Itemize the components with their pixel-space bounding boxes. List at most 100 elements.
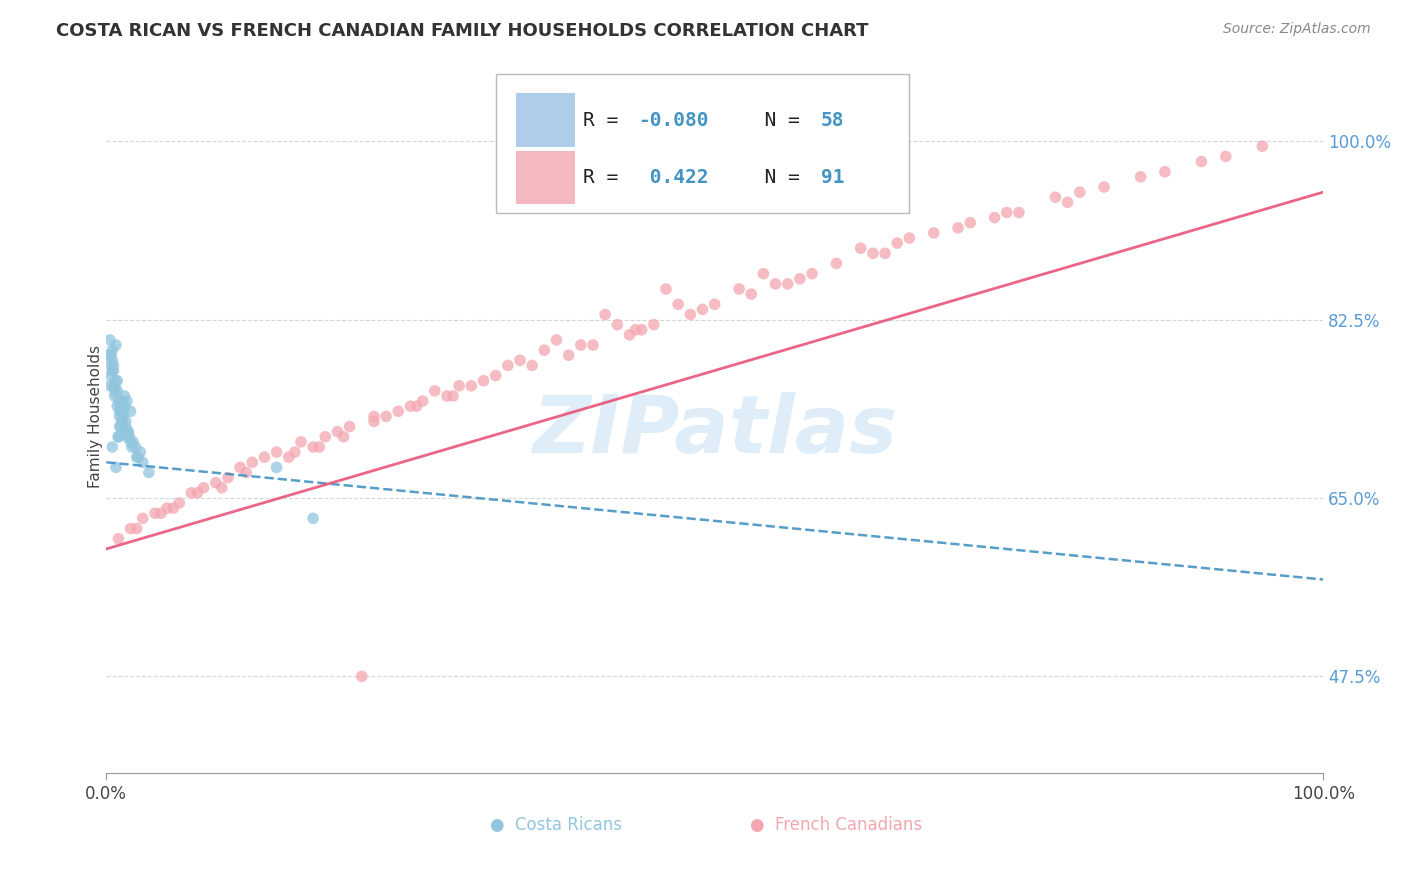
Point — [959, 216, 981, 230]
Point — [120, 522, 142, 536]
Text: -0.080: -0.080 — [638, 111, 709, 129]
Point — [127, 450, 149, 465]
Y-axis label: Family Households: Family Households — [87, 345, 103, 488]
Point — [97, 348, 120, 362]
Text: ●  Costa Ricans: ● Costa Ricans — [491, 816, 623, 834]
Point — [436, 389, 458, 403]
Point — [114, 399, 136, 413]
Point — [108, 404, 131, 418]
Point — [776, 277, 799, 291]
Point — [1251, 139, 1274, 153]
Point — [156, 501, 179, 516]
Point — [101, 353, 124, 368]
Point — [193, 481, 215, 495]
Point — [112, 404, 135, 418]
Point — [122, 434, 145, 449]
Point — [108, 409, 131, 424]
FancyBboxPatch shape — [496, 74, 910, 213]
Point — [1129, 169, 1152, 184]
Point — [112, 409, 135, 424]
Point — [217, 470, 239, 484]
Text: 0.422: 0.422 — [638, 168, 709, 186]
Point — [125, 450, 148, 465]
Point — [167, 496, 190, 510]
Point — [104, 374, 127, 388]
Point — [332, 430, 354, 444]
Text: ZIPatlas: ZIPatlas — [533, 392, 897, 470]
Point — [104, 338, 127, 352]
Point — [117, 425, 139, 439]
Point — [533, 343, 555, 358]
Point — [624, 323, 647, 337]
Point — [630, 323, 652, 337]
Point — [862, 246, 884, 260]
Point — [111, 394, 134, 409]
Point — [114, 389, 136, 403]
Point — [108, 419, 131, 434]
Point — [240, 455, 263, 469]
Point — [449, 379, 471, 393]
Point — [115, 394, 138, 409]
Point — [132, 455, 155, 469]
Point — [253, 450, 276, 465]
Point — [302, 511, 325, 525]
Point — [107, 430, 129, 444]
Point — [105, 384, 128, 398]
Point — [363, 409, 385, 424]
Point — [125, 522, 148, 536]
Text: R =: R = — [583, 168, 630, 186]
Point — [363, 415, 385, 429]
Text: Source: ZipAtlas.com: Source: ZipAtlas.com — [1223, 22, 1371, 37]
Point — [643, 318, 665, 332]
Point — [211, 481, 233, 495]
Point — [204, 475, 226, 490]
Point — [485, 368, 508, 383]
Point — [107, 430, 129, 444]
Point — [110, 419, 132, 434]
Point — [104, 389, 127, 403]
Point — [302, 440, 325, 454]
Point — [290, 434, 312, 449]
Point — [546, 333, 568, 347]
Point — [101, 343, 124, 358]
Point — [138, 466, 160, 480]
Point — [520, 359, 543, 373]
Point — [825, 256, 848, 270]
Point — [619, 327, 641, 342]
Point — [100, 359, 122, 373]
Point — [1056, 195, 1078, 210]
Point — [983, 211, 1005, 225]
Point — [593, 308, 616, 322]
Point — [405, 399, 427, 413]
Point — [801, 267, 824, 281]
Point — [509, 353, 531, 368]
Text: N =: N = — [741, 168, 811, 186]
Point — [692, 302, 714, 317]
Point — [114, 415, 136, 429]
Point — [132, 511, 155, 525]
Point — [110, 399, 132, 413]
Point — [789, 272, 811, 286]
Point — [582, 338, 605, 352]
Point — [765, 277, 787, 291]
Point — [107, 532, 129, 546]
Point — [1008, 205, 1031, 219]
Point — [105, 399, 128, 413]
FancyBboxPatch shape — [516, 151, 575, 204]
Point — [399, 399, 422, 413]
Point — [423, 384, 446, 398]
Point — [104, 379, 127, 393]
Point — [103, 363, 125, 377]
Point — [120, 434, 142, 449]
Point — [606, 318, 628, 332]
Point — [1191, 154, 1213, 169]
Point — [1154, 165, 1177, 179]
Point — [752, 267, 775, 281]
Point — [124, 440, 146, 454]
Point — [873, 246, 896, 260]
Point — [104, 460, 127, 475]
Point — [111, 415, 134, 429]
Point — [114, 419, 136, 434]
Point — [117, 425, 139, 439]
Point — [496, 359, 519, 373]
